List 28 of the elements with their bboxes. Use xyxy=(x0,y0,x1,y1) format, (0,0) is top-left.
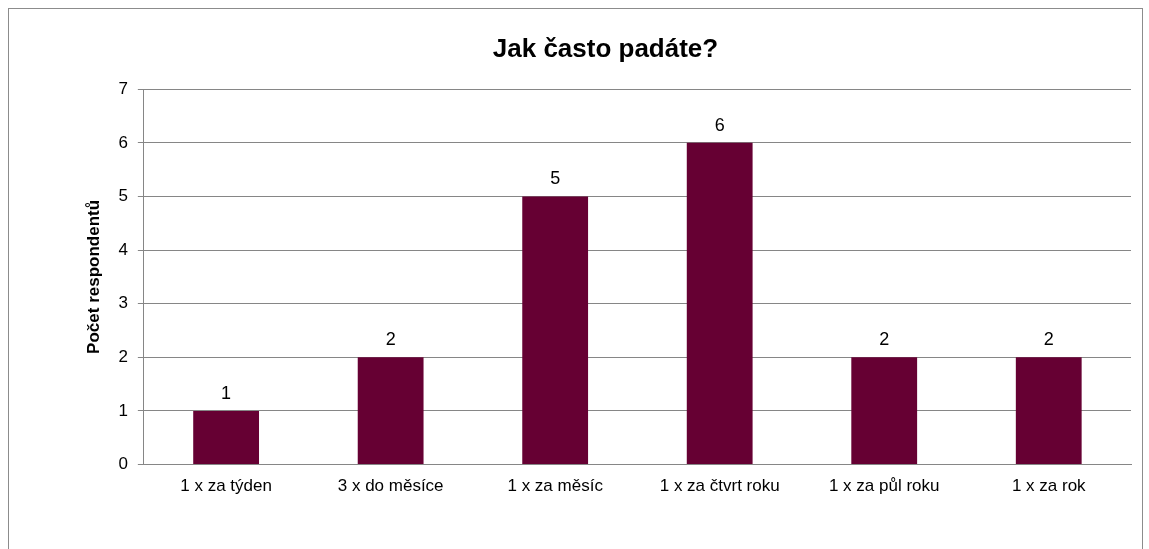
bar xyxy=(357,357,424,465)
y-tick-label: 7 xyxy=(118,78,128,98)
x-tick-label: 1 x za týden xyxy=(180,476,272,496)
x-tick-label: 1 x za rok xyxy=(1011,476,1087,496)
chart-title: Jak často padáte? xyxy=(492,32,719,63)
y-tick-label: 3 xyxy=(118,293,128,313)
y-tick-label: 5 xyxy=(118,186,128,206)
y-tick-label: 2 xyxy=(118,347,128,367)
bar xyxy=(1015,357,1082,465)
bar xyxy=(851,357,918,465)
data-label: 5 xyxy=(550,168,561,189)
bar xyxy=(522,196,589,465)
data-label: 2 xyxy=(879,329,890,350)
data-label: 6 xyxy=(714,114,725,135)
y-tick-label: 4 xyxy=(118,239,128,259)
bar xyxy=(686,142,753,465)
y-axis-title: Počet respondentů xyxy=(83,199,103,354)
x-tick-label: 3 x do měsíce xyxy=(337,476,444,496)
x-tick-label: 1 x za půl roku xyxy=(828,476,940,496)
y-tick-label: 6 xyxy=(118,132,128,152)
x-tick-label: 1 x za čtvrt roku xyxy=(659,476,780,496)
data-label: 1 xyxy=(221,382,232,403)
y-tick-label: 1 xyxy=(118,400,128,420)
data-label: 2 xyxy=(385,329,396,350)
x-tick-label: 1 x za měsíc xyxy=(507,476,604,496)
y-tick-label: 0 xyxy=(118,454,128,474)
data-label: 2 xyxy=(1043,329,1054,350)
bar xyxy=(193,410,260,465)
